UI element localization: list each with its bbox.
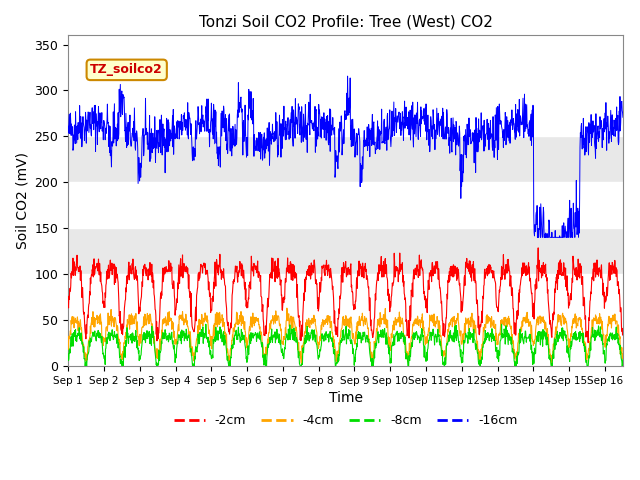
Text: TZ_soilco2: TZ_soilco2 xyxy=(90,63,163,76)
Legend: -2cm, -4cm, -8cm, -16cm: -2cm, -4cm, -8cm, -16cm xyxy=(168,409,522,432)
Bar xyxy=(68,182,623,228)
Title: Tonzi Soil CO2 Profile: Tree (West) CO2: Tonzi Soil CO2 Profile: Tree (West) CO2 xyxy=(198,15,493,30)
Y-axis label: Soil CO2 (mV): Soil CO2 (mV) xyxy=(15,152,29,249)
Bar xyxy=(68,90,623,136)
X-axis label: Time: Time xyxy=(328,391,362,405)
Bar xyxy=(68,36,623,90)
Bar xyxy=(68,274,623,320)
Bar xyxy=(68,320,623,366)
